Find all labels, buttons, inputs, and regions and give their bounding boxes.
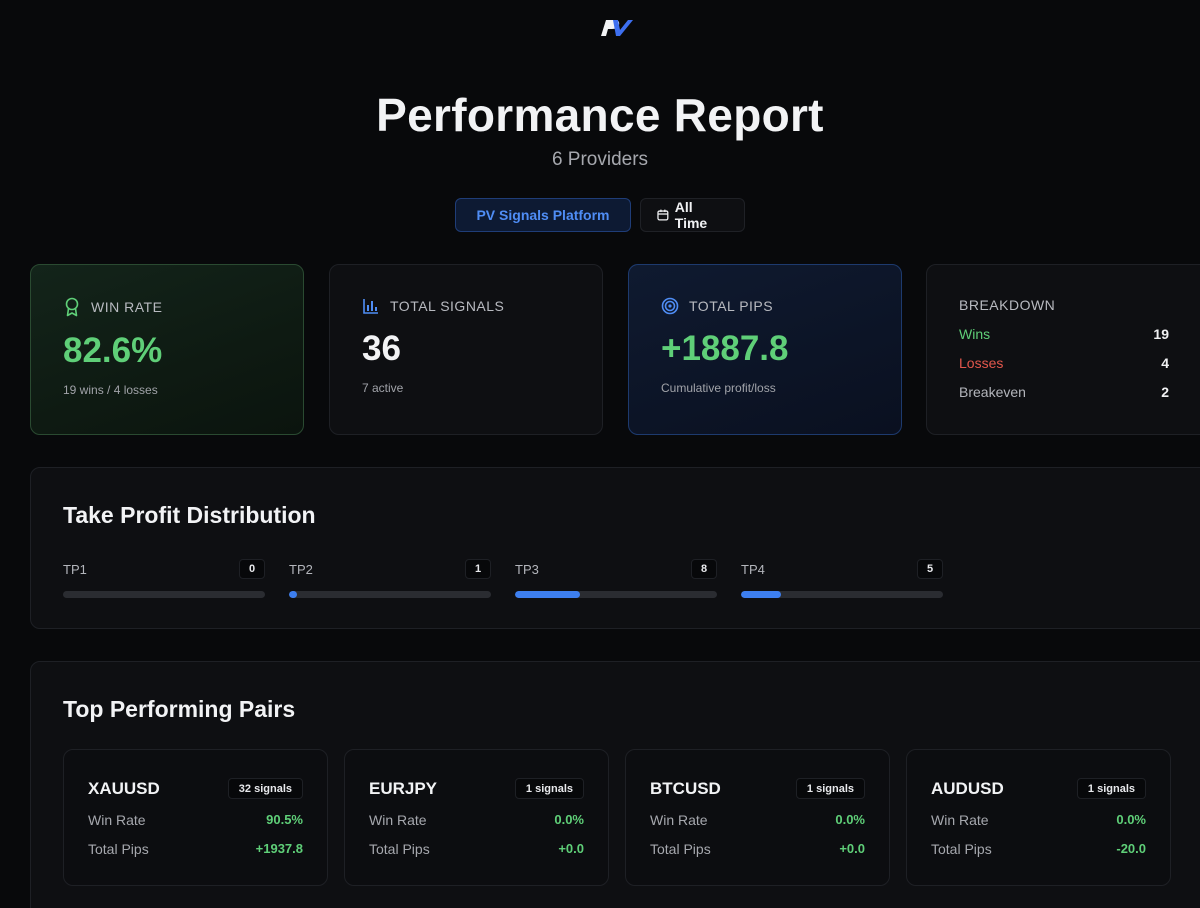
time-range-label: All Time (674, 199, 708, 231)
pair-win-rate: 0.0% (1116, 812, 1146, 827)
win-rate-label: Win Rate (369, 812, 427, 828)
bar-chart-icon (363, 299, 378, 314)
tp-count-badge: 1 (465, 559, 491, 579)
win-rate-label: WIN RATE (91, 299, 163, 315)
pair-name: EURJPY (369, 778, 438, 798)
top-pairs-title: Top Performing Pairs (63, 696, 296, 722)
total-pips-label: TOTAL PIPS (689, 298, 774, 314)
breakeven-label: Breakeven (959, 384, 1026, 400)
tp-count-badge: 5 (917, 559, 943, 579)
losses-label: Losses (959, 355, 1004, 371)
tp-label: TP1 (63, 561, 87, 577)
calendar-icon (657, 209, 669, 221)
tp-progress-track (63, 591, 265, 598)
pair-name: BTCUSD (650, 778, 721, 798)
win-rate-label: Win Rate (931, 812, 989, 828)
tp-progress-track (289, 591, 491, 598)
filter-bar: PV Signals Platform All Time (0, 198, 1200, 232)
top-pairs-card: Top Performing Pairs XAUUSD 32 signals W… (30, 661, 1200, 908)
page-title: Performance Report (376, 89, 824, 141)
total-signals-sub: 7 active (362, 381, 404, 395)
tp-item-tp4: TP4 5 (741, 559, 943, 598)
total-signals-label: TOTAL SIGNALS (390, 298, 505, 314)
total-pips-label: Total Pips (931, 841, 992, 857)
pair-total-pips: +0.0 (558, 841, 584, 856)
tp-progress-fill (515, 591, 580, 598)
win-rate-value: 82.6% (63, 331, 163, 370)
pair-card-audusd[interactable]: AUDUSD 1 signals Win Rate 0.0% Total Pips… (906, 749, 1171, 886)
pair-total-pips: -20.0 (1116, 841, 1146, 856)
total-pips-value: +1887.8 (661, 329, 789, 368)
signals-badge: 32 signals (227, 778, 303, 799)
pair-card-btcusd[interactable]: BTCUSD 1 signals Win Rate 0.0% Total Pips… (625, 749, 890, 886)
tp-item-tp2: TP2 1 (289, 559, 491, 598)
breakeven-count: 2 (1161, 384, 1169, 400)
pair-total-pips: +0.0 (839, 841, 865, 856)
breakdown-label: BREAKDOWN (959, 297, 1056, 313)
total-pips-label: Total Pips (369, 841, 430, 857)
total-pips-card: TOTAL PIPS +1887.8 Cumulative profit/los… (628, 264, 902, 435)
tp-progress-fill (289, 591, 298, 598)
tp-count-badge: 0 (239, 559, 265, 579)
breakdown-row-losses: Losses 4 (959, 355, 1169, 371)
win-rate-label: Win Rate (650, 812, 708, 828)
tp-item-tp3: TP3 8 (515, 559, 717, 598)
platform-filter-label: PV Signals Platform (476, 207, 610, 223)
win-rate-card: WIN RATE 82.6% 19 wins / 4 losses (30, 264, 304, 435)
tp-item-tp1: TP1 0 (63, 559, 265, 598)
time-range-button[interactable]: All Time (640, 198, 745, 232)
provider-count: 6 Providers (551, 149, 649, 170)
win-rate-sub: 19 wins / 4 losses (63, 383, 158, 397)
tp-label: TP2 (289, 561, 313, 577)
pair-win-rate: 0.0% (835, 812, 865, 827)
tp-progress-track (515, 591, 717, 598)
tp-distribution-title: Take Profit Distribution (63, 502, 316, 528)
tp-count-badge: 8 (691, 559, 717, 579)
total-signals-value: 36 (362, 329, 401, 368)
tp-distribution-card: Take Profit Distribution TP1 0 TP2 1 TP3… (30, 467, 1200, 629)
total-pips-label: Total Pips (88, 841, 149, 857)
wins-label: Wins (959, 326, 991, 342)
total-pips-sub: Cumulative profit/loss (661, 381, 776, 395)
wins-count: 19 (1153, 326, 1169, 342)
signals-badge: 1 signals (514, 778, 584, 799)
breakdown-card: BREAKDOWN Wins 19 Losses 4 Breakeven 2 (926, 264, 1200, 435)
tp-label: TP3 (515, 561, 539, 577)
tp-progress-track (741, 591, 943, 598)
pair-name: XAUUSD (88, 778, 160, 798)
signals-badge: 1 signals (795, 778, 865, 799)
win-rate-label: Win Rate (88, 812, 146, 828)
total-signals-card: TOTAL SIGNALS 36 7 active (329, 264, 603, 435)
breakdown-row-wins: Wins 19 (959, 326, 1169, 342)
pair-win-rate: 0.0% (554, 812, 584, 827)
award-icon (65, 297, 79, 317)
pair-total-pips: +1937.8 (255, 841, 303, 856)
pair-card-xauusd[interactable]: XAUUSD 32 signals Win Rate 90.5% Total Pi… (63, 749, 328, 886)
target-icon (661, 297, 679, 315)
pair-card-eurjpy[interactable]: EURJPY 1 signals Win Rate 0.0% Total Pips… (344, 749, 609, 886)
pv-logo-icon[interactable] (599, 18, 633, 38)
tp-progress-fill (741, 591, 782, 598)
signals-badge: 1 signals (1076, 778, 1146, 799)
breakdown-row-breakeven: Breakeven 2 (959, 384, 1169, 400)
platform-filter-button[interactable]: PV Signals Platform (455, 198, 631, 232)
losses-count: 4 (1161, 355, 1169, 371)
pair-win-rate: 90.5% (266, 812, 303, 827)
total-pips-label: Total Pips (650, 841, 711, 857)
pair-name: AUDUSD (931, 778, 1004, 798)
tp-label: TP4 (741, 561, 765, 577)
